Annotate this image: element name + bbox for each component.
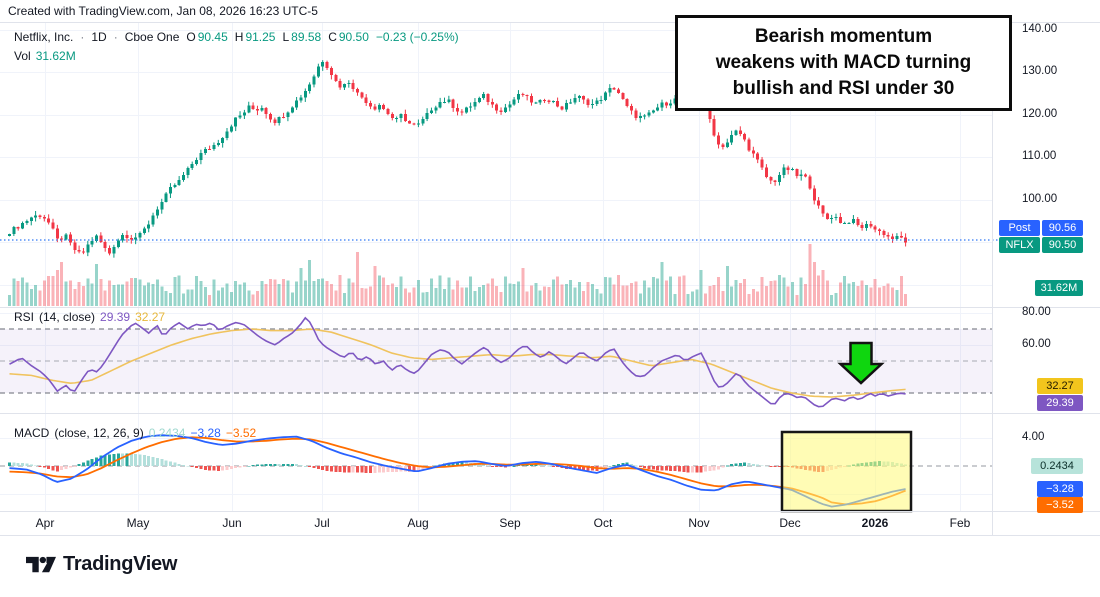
macd-hist-badge: 0.2434 xyxy=(1031,458,1083,474)
time-axis-label: Jun xyxy=(222,516,242,530)
green-down-arrow[interactable] xyxy=(837,341,885,385)
time-axis-label: Aug xyxy=(407,516,429,530)
annotation-line: bullish and RSI under 30 xyxy=(732,78,955,100)
macd-line xyxy=(9,434,906,508)
macd-signal-value: −3.52 xyxy=(225,426,257,440)
rsi-value-badge: 29.39 xyxy=(1037,395,1083,411)
symbol-name: Netflix, Inc. xyxy=(14,30,74,44)
time-axis-label: 2026 xyxy=(861,516,889,530)
macd-axis-label: 4.00 xyxy=(1022,431,1045,443)
panel-separators xyxy=(0,22,1100,536)
legend-separator: · xyxy=(113,30,118,44)
price-axis-label: 120.00 xyxy=(1022,108,1058,120)
high-label: H xyxy=(234,30,244,44)
rsi-axis-label: 60.00 xyxy=(1022,338,1051,350)
low-label: L xyxy=(282,30,290,44)
rsi-ma-line xyxy=(9,328,906,398)
macd-highlight-box[interactable] xyxy=(780,430,913,513)
last-price-badge: 90.50 xyxy=(1042,237,1083,253)
time-axis-label: Apr xyxy=(35,516,55,530)
macd-signal-badge: −3.52 xyxy=(1037,497,1083,513)
post-market-label-badge: Post xyxy=(999,220,1040,236)
open-label: O xyxy=(186,30,196,44)
volume-value: 31.62M xyxy=(35,49,76,63)
close-label: C xyxy=(328,30,337,44)
rsi-ma-value-badge: 32.27 xyxy=(1037,378,1083,394)
price-axis-label: 140.00 xyxy=(1022,23,1058,35)
time-axis-label: Feb xyxy=(949,516,971,530)
annotation-line: weakens with MACD turning xyxy=(715,51,972,73)
close-value: 90.50 xyxy=(338,30,369,44)
annotation-text-box[interactable]: Bearish momentum weakens with MACD turni… xyxy=(675,15,1012,111)
rsi-current-value: 29.39 xyxy=(100,310,131,324)
time-axis-label: Dec xyxy=(779,516,801,530)
rsi-params: (14, close) xyxy=(39,310,96,324)
post-market-price-badge: 90.56 xyxy=(1042,220,1083,236)
high-value: 91.25 xyxy=(245,30,276,44)
price-axis-label: 100.00 xyxy=(1022,193,1058,205)
time-axis-label: Jul xyxy=(314,516,330,530)
rsi-band xyxy=(0,328,992,394)
low-value: 89.58 xyxy=(291,30,322,44)
interval-label: 1D xyxy=(91,30,107,44)
macd-params: (close, 12, 26, 9) xyxy=(54,426,144,440)
candlestick-series xyxy=(8,62,908,254)
annotation-line: Bearish momentum xyxy=(754,25,933,47)
macd-name: MACD xyxy=(14,426,50,440)
legend-separator: · xyxy=(80,30,85,44)
time-axis-label: Sep xyxy=(499,516,521,530)
price-axis-label: 130.00 xyxy=(1022,65,1058,77)
symbol-legend: Netflix, Inc. · 1D · Cboe One O 90.45 H 91… xyxy=(14,30,459,44)
price-axis-label: 110.00 xyxy=(1022,150,1057,162)
macd-legend: MACD (close, 12, 26, 9) 0.2434 −3.28 −3.… xyxy=(14,426,256,440)
rsi-line xyxy=(9,316,906,408)
rsi-legend: RSI (14, close) 29.39 32.27 xyxy=(14,310,165,324)
time-axis-label: May xyxy=(126,516,150,530)
macd-value-badge: −3.28 xyxy=(1037,481,1083,497)
rsi-ma-value: 32.27 xyxy=(135,310,166,324)
macd-hist-value: 0.2434 xyxy=(148,426,186,440)
watermark-credit: Created with TradingView.com, Jan 08, 20… xyxy=(8,4,318,18)
rsi-axis-label: 80.00 xyxy=(1022,306,1051,318)
volume-legend: Vol 31.62M xyxy=(14,49,76,63)
tradingview-logo-icon xyxy=(26,556,56,572)
tradingview-logo-text: TradingView xyxy=(63,553,178,575)
volume-series xyxy=(8,244,908,306)
volume-label: Vol xyxy=(14,49,31,63)
time-axis-label: Nov xyxy=(688,516,710,530)
rsi-name: RSI xyxy=(14,310,35,324)
symbol-ticker-badge: NFLX xyxy=(999,237,1040,253)
open-value: 90.45 xyxy=(197,30,228,44)
macd-line-value: −3.28 xyxy=(190,426,221,440)
change-value: −0.23 (−0.25%) xyxy=(375,30,459,44)
time-axis-label: Oct xyxy=(593,516,613,530)
volume-badge: 31.62M xyxy=(1035,280,1083,296)
exchange-label: Cboe One xyxy=(124,30,180,44)
tradingview-logo[interactable]: TradingView xyxy=(26,553,177,576)
macd-signal-line xyxy=(9,436,906,506)
